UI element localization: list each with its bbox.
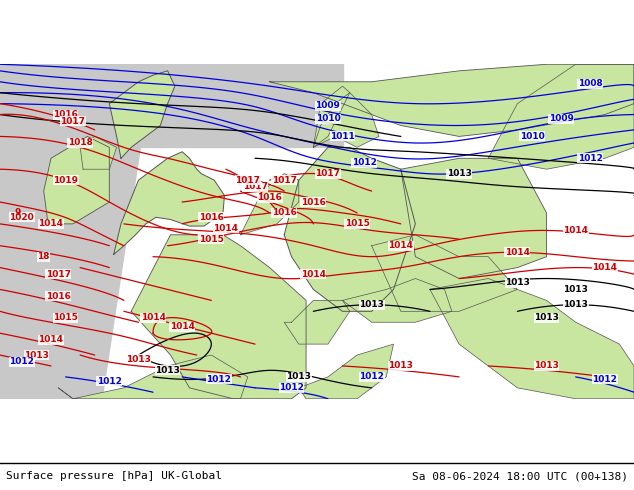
Polygon shape: [313, 93, 379, 147]
Text: 1020: 1020: [10, 213, 34, 222]
Text: 1014: 1014: [39, 335, 63, 344]
Text: 1014: 1014: [39, 220, 63, 228]
Polygon shape: [313, 86, 350, 147]
Polygon shape: [0, 64, 153, 399]
Polygon shape: [0, 64, 342, 147]
Text: 1013: 1013: [563, 285, 588, 294]
Text: 1013: 1013: [505, 278, 530, 288]
Polygon shape: [284, 300, 350, 344]
Text: 1010: 1010: [316, 115, 340, 123]
Text: 18: 18: [37, 252, 50, 261]
Text: 1014: 1014: [170, 322, 195, 331]
Polygon shape: [80, 136, 117, 169]
Polygon shape: [58, 355, 248, 399]
Text: 1013: 1013: [359, 300, 384, 309]
Text: 1017: 1017: [316, 169, 340, 178]
Text: 1013: 1013: [389, 362, 413, 370]
Text: 1014: 1014: [592, 263, 618, 272]
Text: 1013: 1013: [534, 362, 559, 370]
Text: 1015: 1015: [53, 314, 78, 322]
Text: 1019: 1019: [53, 175, 78, 185]
Polygon shape: [284, 147, 415, 311]
Polygon shape: [109, 71, 175, 158]
Text: 1013: 1013: [447, 169, 472, 178]
Text: 1017: 1017: [235, 175, 261, 185]
Polygon shape: [342, 278, 452, 322]
Text: 1010: 1010: [520, 132, 545, 141]
Text: 1012: 1012: [279, 383, 304, 392]
Text: 1017: 1017: [272, 175, 297, 185]
Text: 1016: 1016: [46, 292, 71, 300]
Text: 1012: 1012: [206, 374, 231, 384]
Text: 1014: 1014: [563, 226, 588, 235]
Polygon shape: [113, 152, 224, 254]
Text: 1016: 1016: [301, 197, 326, 206]
Text: 1017: 1017: [46, 270, 71, 279]
Text: 1013: 1013: [563, 300, 588, 309]
Text: 1014: 1014: [141, 314, 165, 322]
Polygon shape: [240, 173, 299, 235]
Text: 1014: 1014: [505, 248, 530, 257]
Text: 1014: 1014: [301, 270, 326, 279]
Text: 1012: 1012: [10, 357, 34, 366]
Polygon shape: [269, 64, 634, 136]
Text: 1013: 1013: [126, 355, 151, 364]
Polygon shape: [401, 158, 547, 278]
Text: 1017: 1017: [243, 182, 268, 191]
Text: 1016: 1016: [53, 110, 78, 119]
Polygon shape: [131, 235, 306, 399]
Text: 1018: 1018: [68, 139, 93, 147]
Text: 1012: 1012: [352, 158, 377, 167]
Text: 1013: 1013: [24, 350, 49, 360]
Text: 1013: 1013: [155, 366, 180, 375]
Text: 9: 9: [15, 208, 21, 218]
Text: 1016: 1016: [257, 193, 282, 202]
Text: 1009: 1009: [548, 115, 574, 123]
Text: 1013: 1013: [287, 372, 311, 381]
Text: Sa 08-06-2024 18:00 UTC (00+138): Sa 08-06-2024 18:00 UTC (00+138): [411, 471, 628, 481]
Text: Surface pressure [hPa] UK-Global: Surface pressure [hPa] UK-Global: [6, 471, 223, 481]
Text: 1012: 1012: [578, 154, 603, 163]
Text: 1016: 1016: [272, 208, 297, 218]
Text: 1012: 1012: [97, 377, 122, 386]
Text: 1013: 1013: [534, 314, 559, 322]
Text: 1017: 1017: [60, 117, 86, 125]
Text: 1015: 1015: [345, 220, 370, 228]
Polygon shape: [372, 235, 517, 311]
Text: 1014: 1014: [214, 224, 238, 233]
Text: 1012: 1012: [359, 372, 384, 381]
Text: 1012: 1012: [592, 374, 618, 384]
Polygon shape: [44, 136, 109, 224]
Polygon shape: [488, 64, 634, 169]
Polygon shape: [430, 278, 634, 399]
Text: 1008: 1008: [578, 79, 603, 89]
Text: 1014: 1014: [388, 241, 413, 250]
Text: 1011: 1011: [330, 132, 355, 141]
Text: 1015: 1015: [199, 235, 224, 244]
Polygon shape: [299, 344, 394, 399]
Text: 1016: 1016: [199, 213, 224, 222]
Text: 1009: 1009: [316, 101, 340, 110]
